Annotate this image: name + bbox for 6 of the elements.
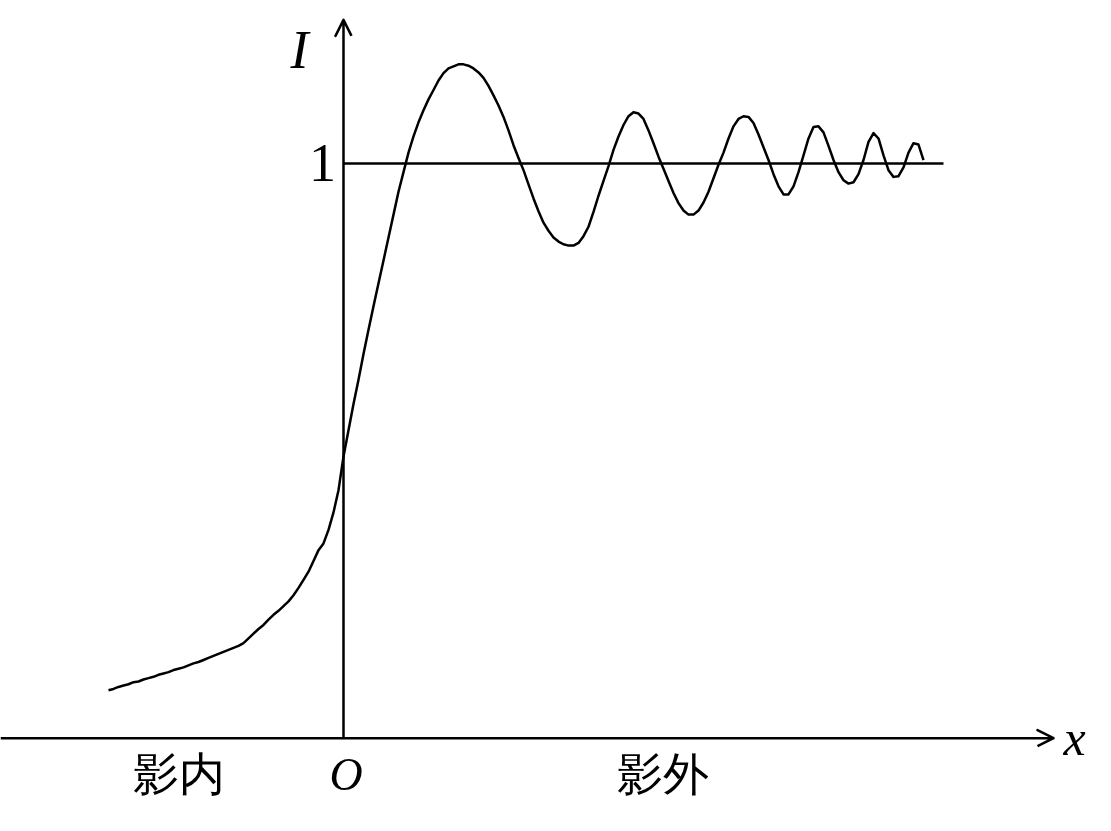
text: 影内 <box>133 748 225 800</box>
y-axis-title: I <box>289 19 312 80</box>
text: 影外 <box>616 748 709 800</box>
ref-line-label: 1 <box>309 133 336 194</box>
text: O <box>329 748 363 800</box>
x-axis-title: x <box>1062 710 1086 767</box>
